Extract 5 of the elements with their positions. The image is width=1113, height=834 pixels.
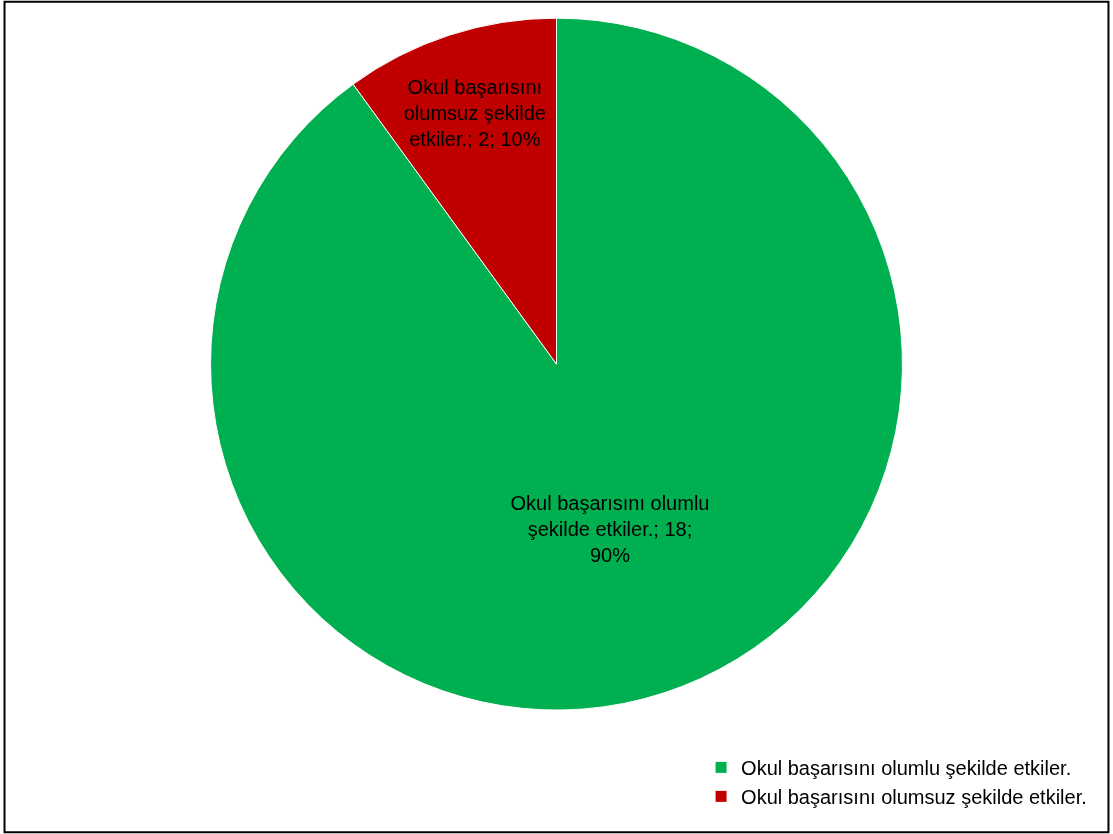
data-label: Okul başarısını olumlu şekilde etkiler.; 18; 90% <box>510 491 710 566</box>
data-label: Okul başarısını olumsuz şekilde etkiler.; 2; 10% <box>403 75 546 150</box>
legend-label: Okul başarısını olumsuz şekilde etkiler. <box>741 786 1087 809</box>
pie-slice <box>210 17 903 710</box>
legend-label: Okul başarısını olumlu şekilde etkiler. <box>741 757 1072 780</box>
